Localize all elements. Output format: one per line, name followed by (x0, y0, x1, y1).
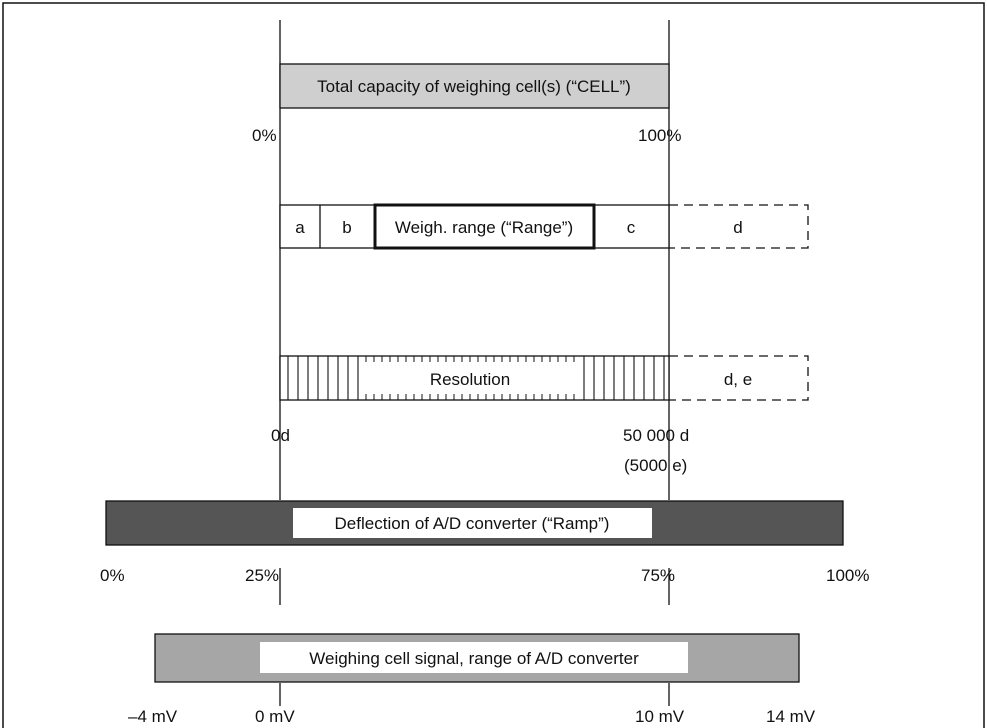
signal-bar-label: Weighing cell signal, range of A/D conve… (309, 649, 639, 668)
signal-tick-10: 10 mV (635, 707, 685, 726)
ramp-label-box (293, 508, 652, 538)
ramp-tick-75: 75% (641, 566, 675, 585)
range-segment-c: c (627, 218, 636, 237)
cell-capacity-bar: Total capacity of weighing cell(s) (“CEL… (252, 63, 681, 145)
cell-bar-label: Total capacity of weighing cell(s) (“CEL… (317, 77, 631, 96)
cell-bar-fill (279, 63, 670, 109)
cell-start-label: 0% (252, 126, 277, 145)
resolution-bar: Resolution d, e 0d 50 000 d (5000 e) (271, 355, 809, 475)
range-segment-a: a (295, 218, 305, 237)
ramp-tick-0: 0% (100, 566, 125, 585)
resolution-hatching (287, 356, 665, 400)
resolution-overflow-label: d, e (724, 370, 752, 389)
range-segment-b: b (342, 218, 351, 237)
signal-bar: Weighing cell signal, range of A/D conve… (128, 633, 816, 726)
resolution-label: Resolution (430, 370, 510, 389)
signal-tick-minus4: –4 mV (128, 707, 178, 726)
range-segment-weigh-range: Weigh. range (“Range”) (395, 218, 573, 237)
ramp-tick-100: 100% (826, 566, 869, 585)
ramp-tick-25: 25% (245, 566, 279, 585)
signal-tick-0: 0 mV (255, 707, 295, 726)
resolution-end-label: 50 000 d (623, 426, 689, 445)
resolution-end-sub-label: (5000 e) (624, 456, 687, 475)
ramp-bar: Deflection of A/D converter (“Ramp”) 0% … (100, 500, 869, 585)
weigh-range-bar: a b Weigh. range (“Range”) c d (279, 203, 809, 250)
weigh-range-box (373, 203, 596, 250)
ramp-bar-label: Deflection of A/D converter (“Ramp”) (335, 514, 610, 533)
resolution-start-label: 0d (271, 426, 290, 445)
signal-tick-14: 14 mV (766, 707, 816, 726)
cell-end-label: 100% (638, 126, 681, 145)
signal-label-box (260, 642, 688, 673)
range-segment-d: d (733, 218, 742, 237)
